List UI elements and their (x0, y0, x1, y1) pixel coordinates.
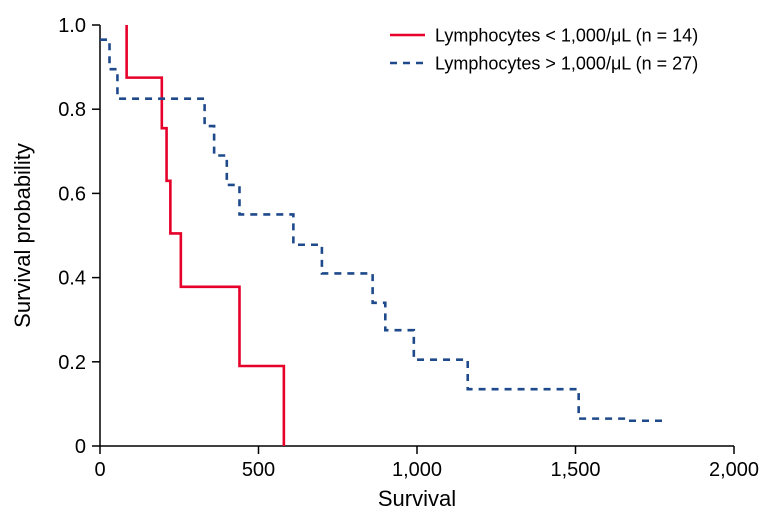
x-tick-label: 1,000 (392, 459, 442, 481)
legend-label: Lymphocytes < 1,000/μL (n = 14) (435, 25, 698, 45)
x-tick-label: 2,000 (709, 459, 759, 481)
legend-label: Lymphocytes > 1,000/μL (n = 27) (435, 53, 698, 73)
y-tick-label: 0.2 (58, 352, 86, 374)
y-tick-label: 0.6 (58, 183, 86, 205)
y-tick-label: 0.8 (58, 99, 86, 121)
x-tick-label: 0 (94, 459, 105, 481)
x-tick-label: 500 (242, 459, 275, 481)
survival-chart: 0 500 1,000 1,500 2,000 0 0.2 0.4 0.6 0.8 1.0 Survi… (0, 0, 764, 521)
y-tick-label: 0.4 (58, 268, 86, 290)
x-axis-title: Survival (378, 486, 456, 511)
x-tick-label: 1,500 (550, 459, 600, 481)
y-tick-label: 0 (75, 436, 86, 458)
y-axis-title: Survival probability (10, 143, 35, 328)
y-tick-label: 1.0 (58, 15, 86, 37)
